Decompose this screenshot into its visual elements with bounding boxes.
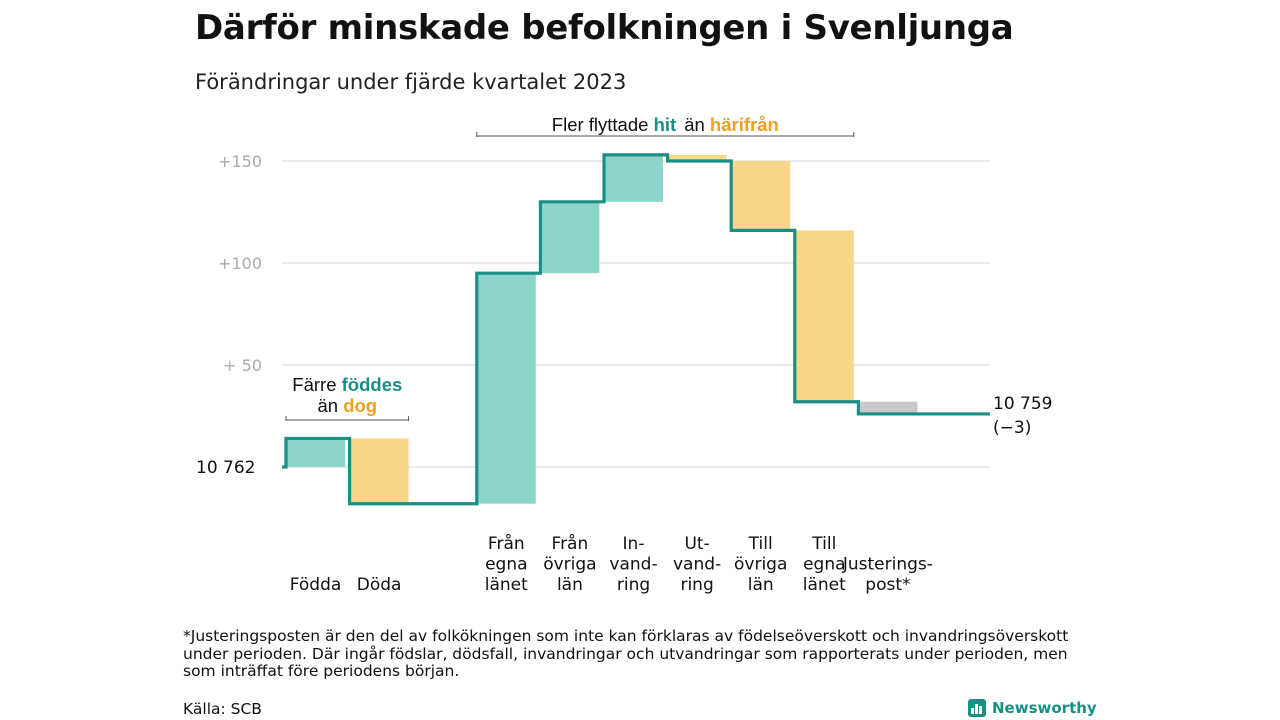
category-label: post* [865,575,910,595]
end-change-label: (−3) [993,418,1031,438]
waterfall-bar [540,201,600,274]
y-tick-label: +100 [218,254,262,273]
annotation-highlight-out: härifrån [710,114,779,135]
waterfall-bar [349,438,409,504]
annotation-text-line: Färre föddes [292,374,402,395]
waterfall-bar [667,154,727,161]
annotation-highlight-in: hit [654,114,677,135]
category-label: egna [803,555,845,575]
category-label: vand- [609,555,657,575]
category-label: länet [803,575,846,595]
newsworthy-logo: Newsworthy [968,697,1097,719]
category-label: Från [552,533,589,554]
end-value-label: 10 759 [993,394,1052,414]
category-label: Döda [357,575,402,595]
cumulative-step-line [282,153,990,506]
annotation-highlight-out: dog [343,395,377,416]
category-label: egna [485,555,527,575]
category-label: Ut- [684,534,709,554]
category-label: övriga [734,555,787,575]
category-label: ring [617,575,650,595]
category-label: länet [485,575,528,595]
waterfall-bar [286,438,345,467]
category-label: Från [488,533,525,554]
annotation-part: Fler flyttade [552,114,654,135]
waterfall-bar [731,161,791,231]
annotation-highlight-in: föddes [342,374,403,395]
waterfall-bar [858,401,918,414]
waterfall-chart: + 50 +100 +150 10 762 10 759 (−3) Födda Döda Frå… [196,114,1052,595]
category-label: Födda [290,575,342,595]
newsworthy-bar-icon [968,699,986,717]
category-label: In- [623,534,645,554]
category-label: ring [680,575,713,595]
annotation-part: än [317,395,343,416]
category-label: övriga [543,555,596,575]
category-label: vand- [673,555,721,575]
annotation-text-line: Fler flyttade hit än härifrån [552,114,779,135]
category-label: län [557,575,583,595]
annotation-part: än [684,114,710,135]
y-tick-label: +150 [218,152,262,171]
annotation-part: Färre [292,374,341,395]
waterfall-bar [476,273,536,504]
waterfall-bar [604,154,663,202]
y-tick-label: + 50 [223,356,262,375]
chart-title: Därför minskade befolkningen i Svenljung… [195,8,1014,48]
category-label: Till [748,534,773,554]
category-label: Justerings- [842,555,933,575]
annotation-text-line: än dog [317,395,377,416]
category-label: län [748,575,774,595]
category-label: Till [811,534,836,554]
footnote: *Justeringsposten är den del av folkökni… [183,627,1069,680]
chart-subtitle: Förändringar under fjärde kvartalet 2023 [195,70,627,94]
start-value-label: 10 762 [196,458,255,478]
logo-text: Newsworthy [992,699,1097,717]
waterfall-bar [794,230,854,402]
source-label: Källa: SCB [183,700,262,718]
